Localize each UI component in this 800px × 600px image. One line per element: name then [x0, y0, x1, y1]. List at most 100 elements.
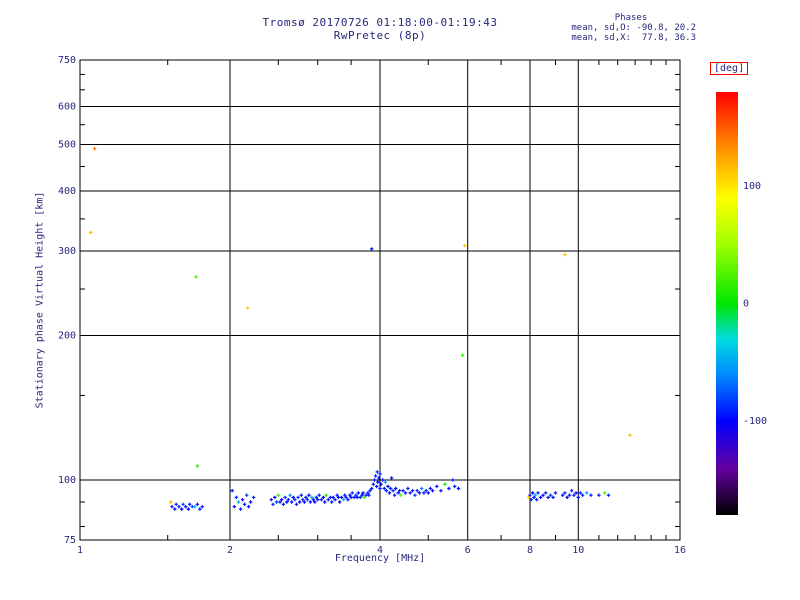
data-point [333, 498, 337, 502]
data-point [544, 491, 548, 495]
data-point [291, 495, 295, 500]
data-point [232, 505, 236, 509]
data-point [186, 507, 191, 511]
data-point [338, 500, 342, 504]
data-point [389, 476, 394, 480]
data-point [361, 491, 365, 495]
data-point [339, 495, 344, 500]
data-point [435, 484, 439, 489]
data-point [319, 498, 323, 502]
data-point [397, 489, 402, 493]
phase-stats: Phases mean, sd,O: -90.8, 20.2 mean, sd,… [566, 13, 696, 43]
data-point [358, 495, 362, 500]
phase-stats-x-mode: mean, sd,X: 77.8, 36.3 [571, 33, 696, 43]
data-point [451, 478, 455, 482]
data-point [413, 493, 417, 497]
data-point [313, 500, 317, 504]
data-point [274, 500, 279, 504]
gridlines [79, 59, 681, 541]
data-point [574, 491, 578, 495]
data-point [422, 491, 426, 495]
svg-text:500: 500 [58, 140, 76, 151]
data-point [273, 495, 277, 500]
data-point [526, 495, 531, 500]
data-point [403, 491, 408, 495]
svg-text:400: 400 [58, 186, 76, 197]
data-point [376, 480, 380, 484]
phase-stats-o-mode: mean, sd,O: -90.8, 20.2 [571, 23, 696, 33]
data-point [415, 489, 419, 493]
data-point [372, 478, 377, 482]
data-point [386, 484, 390, 489]
data-point [271, 502, 275, 506]
data-point [194, 275, 198, 279]
data-point [378, 486, 382, 491]
svg-text:8: 8 [527, 545, 533, 556]
data-point [578, 491, 583, 495]
data-point [565, 495, 569, 500]
data-point [240, 498, 245, 502]
svg-text:6: 6 [465, 545, 471, 556]
data-point [377, 476, 381, 480]
plot-subtitle: RwPretec (8p) [333, 29, 427, 42]
data-point [350, 491, 354, 495]
svg-text:750: 750 [58, 55, 76, 66]
data-point [535, 498, 539, 502]
data-point [321, 495, 326, 500]
data-point [370, 486, 374, 491]
data-point [305, 498, 310, 502]
data-point [238, 507, 243, 511]
data-point [424, 489, 428, 493]
data-point [290, 500, 294, 504]
data-point [198, 507, 202, 511]
data-point [563, 491, 567, 495]
svg-text:-100: -100 [743, 416, 767, 427]
svg-text:300: 300 [58, 246, 76, 257]
data-point [576, 495, 580, 500]
data-point [286, 498, 291, 502]
data-point [283, 495, 287, 500]
data-point [168, 500, 173, 504]
data-point [366, 491, 370, 495]
data-point [589, 493, 593, 497]
data-point [195, 502, 200, 506]
data-point [184, 505, 188, 509]
data-point [173, 507, 177, 511]
data-point [92, 147, 97, 151]
plot-frame [79, 59, 681, 541]
data-point [177, 505, 181, 509]
data-point [193, 505, 197, 509]
data-point [248, 500, 253, 504]
data-point [597, 493, 601, 497]
data-point [251, 495, 256, 500]
data-point [242, 502, 247, 506]
data-point [531, 491, 535, 495]
data-point [245, 493, 249, 497]
data-point [316, 498, 320, 502]
data-point [181, 502, 185, 506]
data-point [246, 306, 250, 310]
plot-title: Tromsø 20170726 01:18:00-01:19:43 [262, 16, 498, 29]
data-point [304, 495, 308, 500]
data-point [349, 495, 353, 500]
data-point [288, 493, 292, 497]
data-point [88, 230, 93, 235]
data-point [360, 493, 364, 497]
data-point [447, 486, 451, 491]
y-axis-label: Stationary phase Virtual Height [km] [34, 191, 46, 409]
data-point [307, 493, 311, 497]
data-point [311, 498, 316, 502]
data-point [364, 493, 368, 497]
data-point [536, 491, 540, 495]
data-point [294, 502, 299, 506]
data-point [401, 489, 405, 493]
data-point [606, 493, 611, 497]
data-point [330, 500, 334, 504]
data-point [603, 491, 607, 495]
svg-text:16: 16 [674, 545, 686, 556]
data-point [563, 252, 567, 257]
data-point [570, 489, 574, 493]
phase-stats-title: Phases [614, 13, 648, 23]
data-point [567, 493, 572, 497]
